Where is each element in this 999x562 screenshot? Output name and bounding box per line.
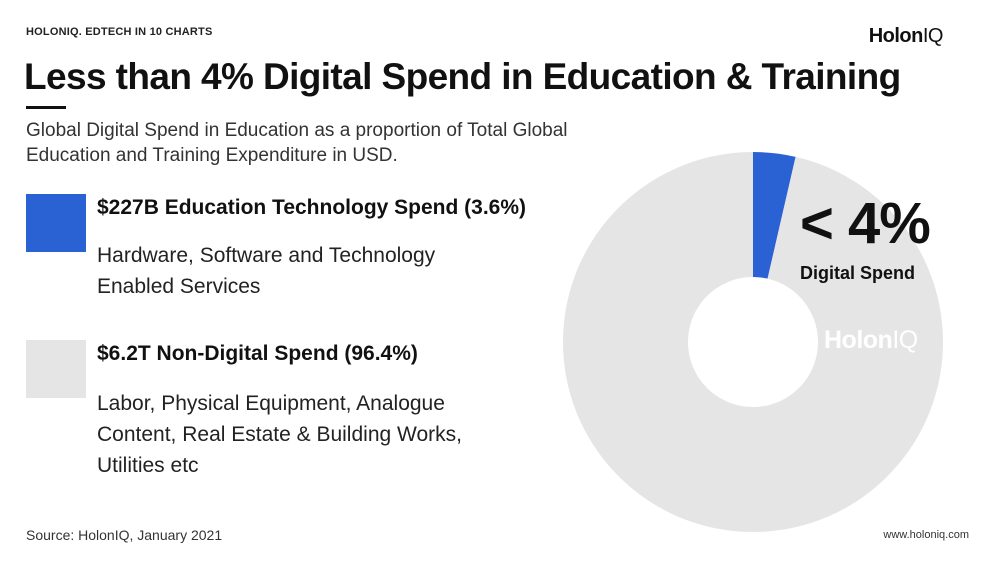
legend-swatch-non-digital	[26, 340, 86, 398]
legend-swatch-digital	[26, 194, 86, 252]
callout-label: Digital Spend	[800, 263, 916, 283]
website-link[interactable]: www.holoniq.com	[883, 529, 969, 541]
pie-slice-non-digital	[563, 152, 943, 532]
brand-logo-suffix: IQ	[922, 25, 944, 47]
legend-non-digital-heading: $6.2T Non-Digital Spend (96.4%)	[97, 342, 418, 365]
legend-digital-heading: $227B Education Technology Spend (3.6%)	[97, 196, 527, 219]
legend-digital-description: Hardware, Software and Technology Enable…	[97, 244, 436, 298]
watermark-main: Holon	[824, 326, 893, 354]
title-divider	[26, 106, 66, 109]
page-title: Less than 4% Digital Spend in Education …	[24, 56, 901, 97]
legend-non-digital-description: Labor, Physical Equipment, Analogue Cont…	[97, 392, 462, 477]
source-note: Source: HolonIQ, January 2021	[26, 527, 223, 543]
brand-logo: HolonIQ	[868, 25, 944, 48]
callout-value: < 4%	[800, 191, 931, 256]
header-tag: HOLONIQ. EDTECH IN 10 CHARTS	[26, 26, 213, 38]
donut-chart	[563, 152, 943, 532]
pie-slice-digital	[753, 152, 796, 279]
brand-logo-main: Holon	[868, 25, 924, 47]
watermark-logo: HolonIQ	[824, 326, 918, 355]
page-subtitle: Global Digital Spend in Education as a p…	[26, 120, 568, 166]
watermark-suffix: IQ	[892, 326, 918, 354]
